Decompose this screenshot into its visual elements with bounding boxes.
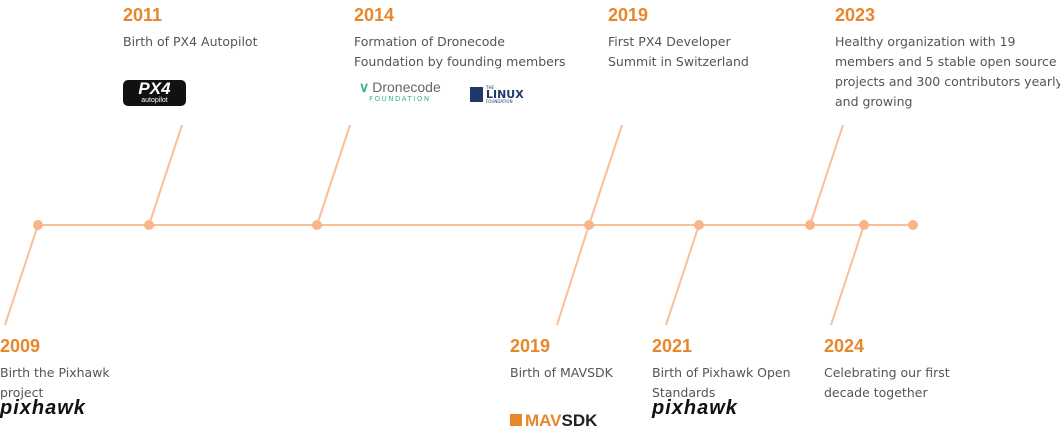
- linux-main: LINUX: [486, 88, 524, 101]
- event-text: Foundation by founding members: [354, 54, 566, 69]
- event-text: projects and 300 contributors yearly: [835, 74, 1060, 89]
- mavsdk-mav: MAV: [525, 411, 562, 430]
- chevron: ∨: [359, 79, 370, 95]
- dronecode-text: Dronecode: [372, 79, 441, 95]
- event: 2023 Healthy organization with 19 members …: [835, 4, 1060, 112]
- linux-sub: FOUNDATION: [486, 99, 513, 104]
- event: 2011 Birth of PX4 Autopilot PX4 autopilot: [123, 4, 258, 106]
- event-text: Birth the Pixhawk: [0, 365, 110, 380]
- dronecode-sub: FOUNDATION: [369, 95, 431, 103]
- pixhawk-logo: pixhawk: [0, 397, 86, 419]
- linux-pre: THE: [486, 85, 494, 90]
- event-text: and growing: [835, 94, 913, 109]
- event-text: Birth of PX4 Autopilot: [123, 34, 258, 49]
- event: 2009 Birth the Pixhawk project pixhawk: [0, 335, 110, 419]
- event-year: 2024: [824, 336, 865, 356]
- event-text: First PX4 Developer: [608, 34, 731, 49]
- event-text: Birth of Pixhawk Open: [652, 365, 791, 380]
- event-text: project: [0, 385, 44, 400]
- event-year: 2014: [354, 5, 395, 25]
- mavsdk-logo: MAVSDK: [510, 411, 597, 431]
- mavsdk-icon: [510, 414, 522, 426]
- event-text: members and 5 stable open source: [835, 54, 1057, 69]
- linux-text: THE LINUX FOUNDATION: [486, 84, 524, 105]
- px4-sub: autopilot: [141, 97, 168, 104]
- event-year: 2019: [510, 336, 551, 356]
- event-year: 2009: [0, 336, 41, 356]
- event-text: Celebrating our first: [824, 365, 950, 380]
- event: 2019 First PX4 Developer Summit in Switzer…: [608, 4, 749, 72]
- event-text: Healthy organization with 19: [835, 34, 1016, 49]
- event-year: 2023: [835, 5, 876, 25]
- mavsdk-sdk: SDK: [561, 411, 598, 430]
- event: 2019 Birth of MAVSDK MAVSDK: [510, 335, 613, 430]
- event-year: 2011: [123, 5, 163, 25]
- event-year: 2019: [608, 5, 649, 25]
- event-text: decade together: [824, 385, 928, 400]
- event-text: Formation of Dronecode: [354, 34, 505, 49]
- event-text: Summit in Switzerland: [608, 54, 749, 69]
- event: 2014 Formation of Dronecode Foundation by …: [354, 4, 566, 104]
- event-text: Birth of MAVSDK: [510, 365, 613, 380]
- linux-icon: [470, 87, 483, 102]
- event: 2024 Celebrating our first decade together: [824, 335, 950, 403]
- event-year: 2021: [652, 336, 693, 356]
- linux-logo: THE LINUX FOUNDATION: [470, 84, 524, 105]
- px4-logo: PX4 autopilot: [123, 80, 186, 106]
- dronecode-row: ∨ Dronecode: [359, 80, 441, 95]
- dronecode-logo: ∨ Dronecode FOUNDATION: [359, 80, 441, 104]
- pixhawk-logo: pixhawk: [652, 397, 738, 419]
- px4-text: PX4: [138, 79, 171, 98]
- event-text: Standards: [652, 385, 716, 400]
- event: 2021 Birth of Pixhawk Open Standards pixhaw…: [652, 335, 791, 419]
